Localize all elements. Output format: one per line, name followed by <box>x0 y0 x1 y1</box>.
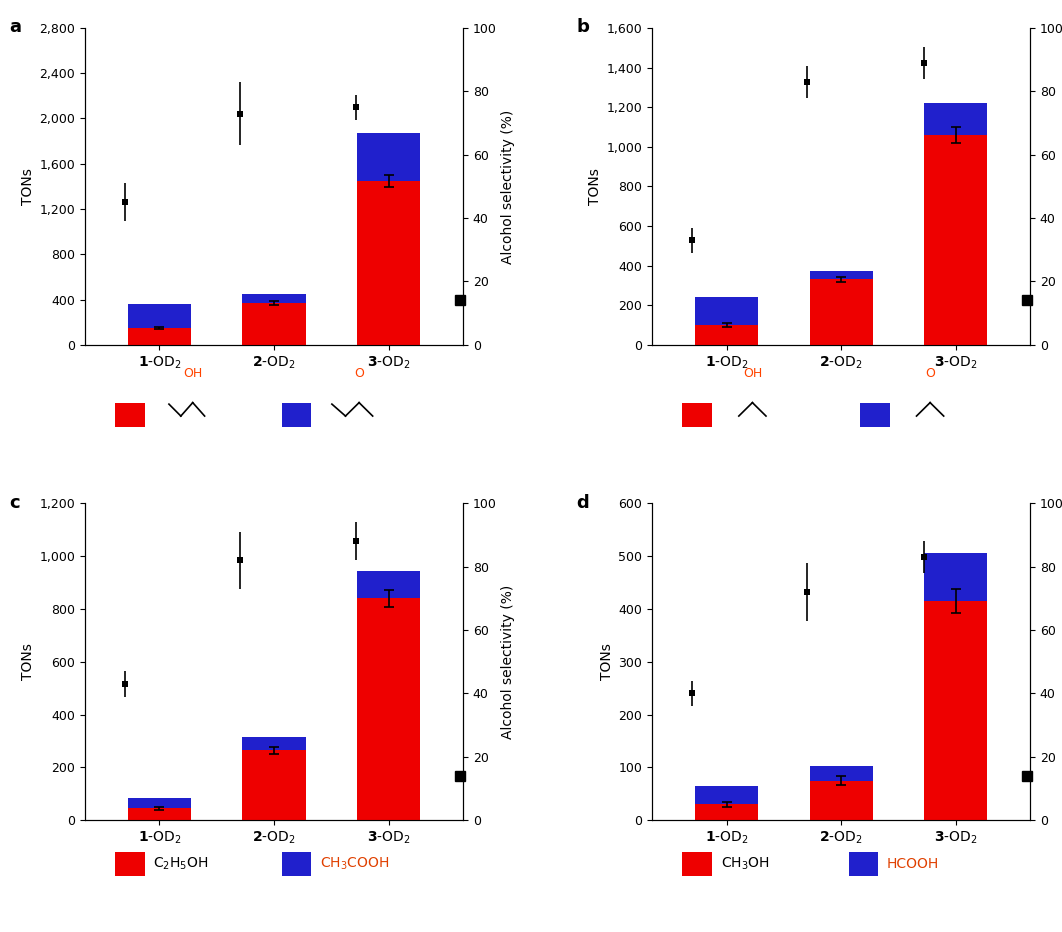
Bar <box>695 804 758 820</box>
Bar <box>695 325 758 345</box>
Bar <box>242 750 306 820</box>
Bar <box>127 808 191 820</box>
Text: a: a <box>10 19 21 36</box>
Text: b: b <box>577 19 589 36</box>
Text: d: d <box>577 494 589 512</box>
Text: C$_2$H$_5$OH: C$_2$H$_5$OH <box>153 856 209 872</box>
Y-axis label: TONs: TONs <box>21 643 35 680</box>
Bar <box>357 181 421 345</box>
Bar <box>809 280 873 345</box>
Text: O: O <box>354 367 364 380</box>
Bar <box>127 304 191 328</box>
Bar <box>357 570 421 598</box>
Text: CH$_3$COOH: CH$_3$COOH <box>320 856 390 872</box>
Text: O: O <box>925 367 935 380</box>
Bar <box>242 737 306 750</box>
Y-axis label: TONs: TONs <box>600 643 614 680</box>
Bar <box>127 798 191 808</box>
Y-axis label: Alcohol selectivity (%): Alcohol selectivity (%) <box>501 584 515 739</box>
Bar <box>357 598 421 820</box>
Bar <box>357 133 421 181</box>
Text: CH$_3$OH: CH$_3$OH <box>720 856 769 872</box>
Bar <box>924 554 988 601</box>
Bar <box>924 601 988 820</box>
Bar <box>809 270 873 280</box>
Y-axis label: Alcohol selectivity (%): Alcohol selectivity (%) <box>501 109 515 264</box>
Bar <box>242 295 306 303</box>
Bar <box>924 103 988 135</box>
Bar <box>127 328 191 345</box>
Bar <box>242 303 306 345</box>
Bar <box>695 786 758 804</box>
Bar <box>809 781 873 820</box>
Bar <box>809 766 873 781</box>
Text: c: c <box>10 494 20 512</box>
Text: HCOOH: HCOOH <box>887 857 939 871</box>
Y-axis label: TONs: TONs <box>588 168 602 205</box>
Bar <box>695 297 758 325</box>
Text: OH: OH <box>742 367 763 380</box>
Bar <box>924 135 988 345</box>
Text: OH: OH <box>183 367 203 380</box>
Y-axis label: TONs: TONs <box>21 168 35 205</box>
